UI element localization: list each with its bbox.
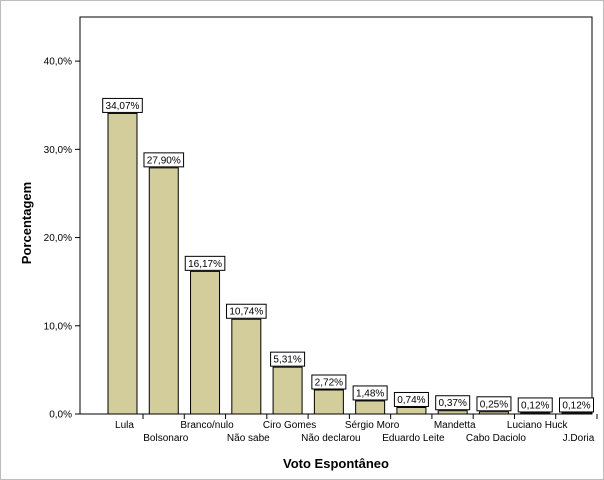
y-tick-label: 0,0% <box>49 410 72 421</box>
data-label-box <box>184 255 226 271</box>
data-label-box <box>102 97 143 113</box>
data-label: 0,74% <box>397 395 425 406</box>
bar <box>355 400 386 415</box>
x-tick-label: Ciro Gomes <box>263 420 316 431</box>
data-label: 27,90% <box>147 155 181 166</box>
data-label: 16,17% <box>188 259 222 270</box>
bar <box>396 406 427 415</box>
data-label-box <box>352 385 388 401</box>
bar <box>561 412 592 415</box>
data-label: 0,37% <box>439 398 467 409</box>
x-tick-label: Mandetta <box>434 420 476 431</box>
data-label-box <box>393 391 429 407</box>
bar <box>107 112 138 415</box>
data-label-box <box>270 351 306 367</box>
x-tick-label: Lula <box>115 420 134 431</box>
data-label-box <box>435 395 471 411</box>
x-tick-label: Luciano Huck <box>507 420 569 431</box>
data-label: 5,31% <box>273 355 301 366</box>
x-tick-label: Cabo Daciolo <box>466 433 526 444</box>
data-label-box <box>476 396 512 412</box>
bar <box>190 270 221 415</box>
data-label: 2,72% <box>315 378 343 389</box>
data-label: 0,12% <box>562 400 590 411</box>
bar <box>478 411 509 415</box>
bar <box>437 410 468 415</box>
plot-area: 0,0% 10,0% 20,0% 30,0% 40,0% Lula 34,07% Bolson… <box>44 16 598 444</box>
x-tick-label: Não sabe <box>227 433 270 444</box>
data-label: 34,07% <box>106 101 140 112</box>
data-label-box <box>559 397 594 413</box>
x-axis-title: Voto Espontâneo <box>283 456 389 471</box>
bar <box>148 167 179 415</box>
x-tick-label: Eduardo Leite <box>382 433 445 444</box>
x-tick-label: Bolsonaro <box>143 433 188 444</box>
data-label-box <box>143 152 185 168</box>
y-tick-label: 40,0% <box>44 57 72 68</box>
y-axis-title: Porcentagem <box>19 182 34 264</box>
x-tick-label: J.Doria <box>563 433 595 444</box>
data-label-box <box>226 303 267 319</box>
data-label: 0,25% <box>480 399 508 410</box>
data-label-box <box>517 397 553 413</box>
data-label-box <box>311 374 347 390</box>
data-label: 0,12% <box>521 400 549 411</box>
y-tick-label: 20,0% <box>44 233 72 244</box>
x-tick-label: Branco/nulo <box>180 420 234 431</box>
bar <box>520 412 551 415</box>
y-tick-label: 10,0% <box>44 321 72 332</box>
bar <box>272 366 303 415</box>
x-tick-label: Sérgio Moro <box>345 420 400 431</box>
y-tick-label: 30,0% <box>44 145 72 156</box>
x-tick-label: Não declarou <box>301 433 360 444</box>
data-label: 10,74% <box>229 307 263 318</box>
data-label: 1,48% <box>356 388 384 399</box>
bar <box>313 389 344 415</box>
bar <box>231 318 262 415</box>
